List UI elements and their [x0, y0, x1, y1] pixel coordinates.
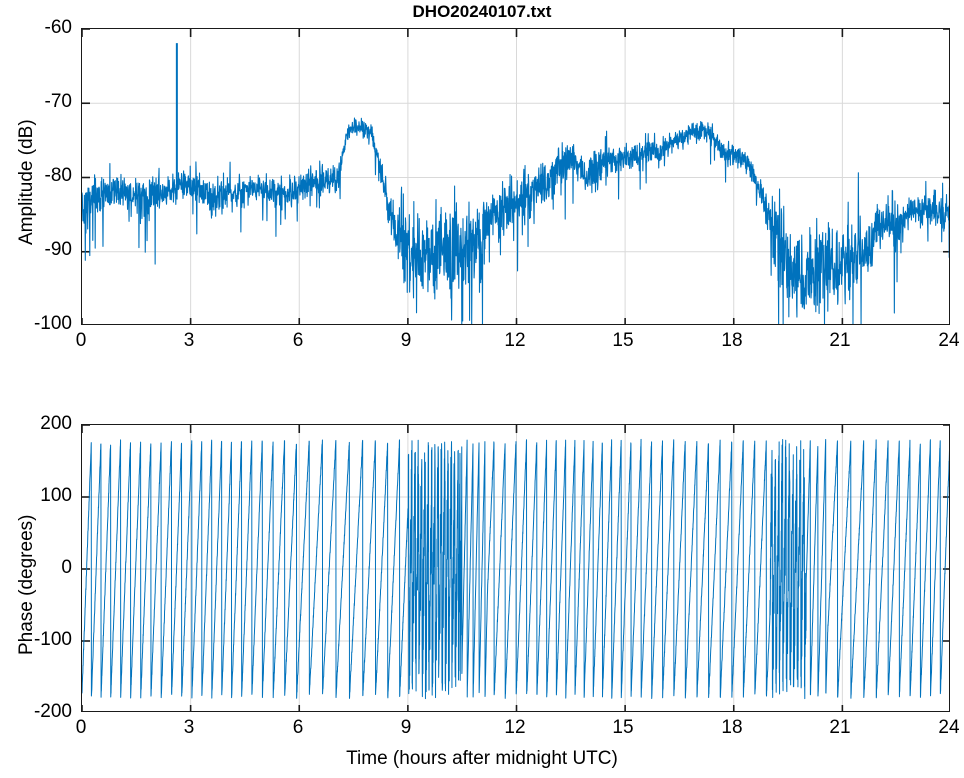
amplitude-plot-canvas [82, 29, 949, 324]
amplitude-xtick-0: 0 [75, 330, 87, 351]
phase-xtick-4: 12 [504, 717, 526, 738]
phase-x-axis-label: Time (hours after midnight UTC) [346, 748, 618, 769]
amplitude-xtick-8: 24 [938, 330, 960, 351]
phase-plot-axes [81, 424, 950, 712]
phase-xtick-3: 9 [400, 717, 412, 738]
amplitude-xtick-6: 18 [721, 330, 743, 351]
amplitude-ytick-4: -100 [33, 313, 72, 334]
phase-ytick-4: -200 [33, 701, 72, 722]
amplitude-ytick-0: -60 [44, 17, 72, 38]
phase-plot-canvas [82, 425, 949, 711]
amplitude-ytick-1: -70 [44, 91, 72, 112]
phase-xtick-5: 15 [612, 717, 634, 738]
amplitude-ytick-3: -90 [44, 239, 72, 260]
amplitude-xtick-5: 15 [612, 330, 634, 351]
phase-xtick-1: 3 [183, 717, 195, 738]
figure-title: DHO20240107.txt [412, 2, 552, 21]
phase-ytick-2: 0 [61, 557, 72, 578]
amplitude-xtick-1: 3 [183, 330, 195, 351]
amplitude-plot-axes [81, 28, 950, 325]
amplitude-xtick-4: 12 [504, 330, 526, 351]
amplitude-xtick-7: 21 [829, 330, 851, 351]
phase-ytick-3: -100 [33, 629, 72, 650]
amplitude-ytick-2: -80 [44, 165, 72, 186]
amplitude-xtick-3: 9 [400, 330, 412, 351]
phase-xtick-6: 18 [721, 717, 743, 738]
phase-xtick-7: 21 [829, 717, 851, 738]
phase-xtick-2: 6 [292, 717, 304, 738]
phase-xtick-8: 24 [938, 717, 960, 738]
phase-ytick-1: 100 [40, 485, 72, 506]
phase-ytick-0: 200 [40, 413, 72, 434]
amplitude-xtick-2: 6 [292, 330, 304, 351]
phase-xtick-0: 0 [75, 717, 87, 738]
